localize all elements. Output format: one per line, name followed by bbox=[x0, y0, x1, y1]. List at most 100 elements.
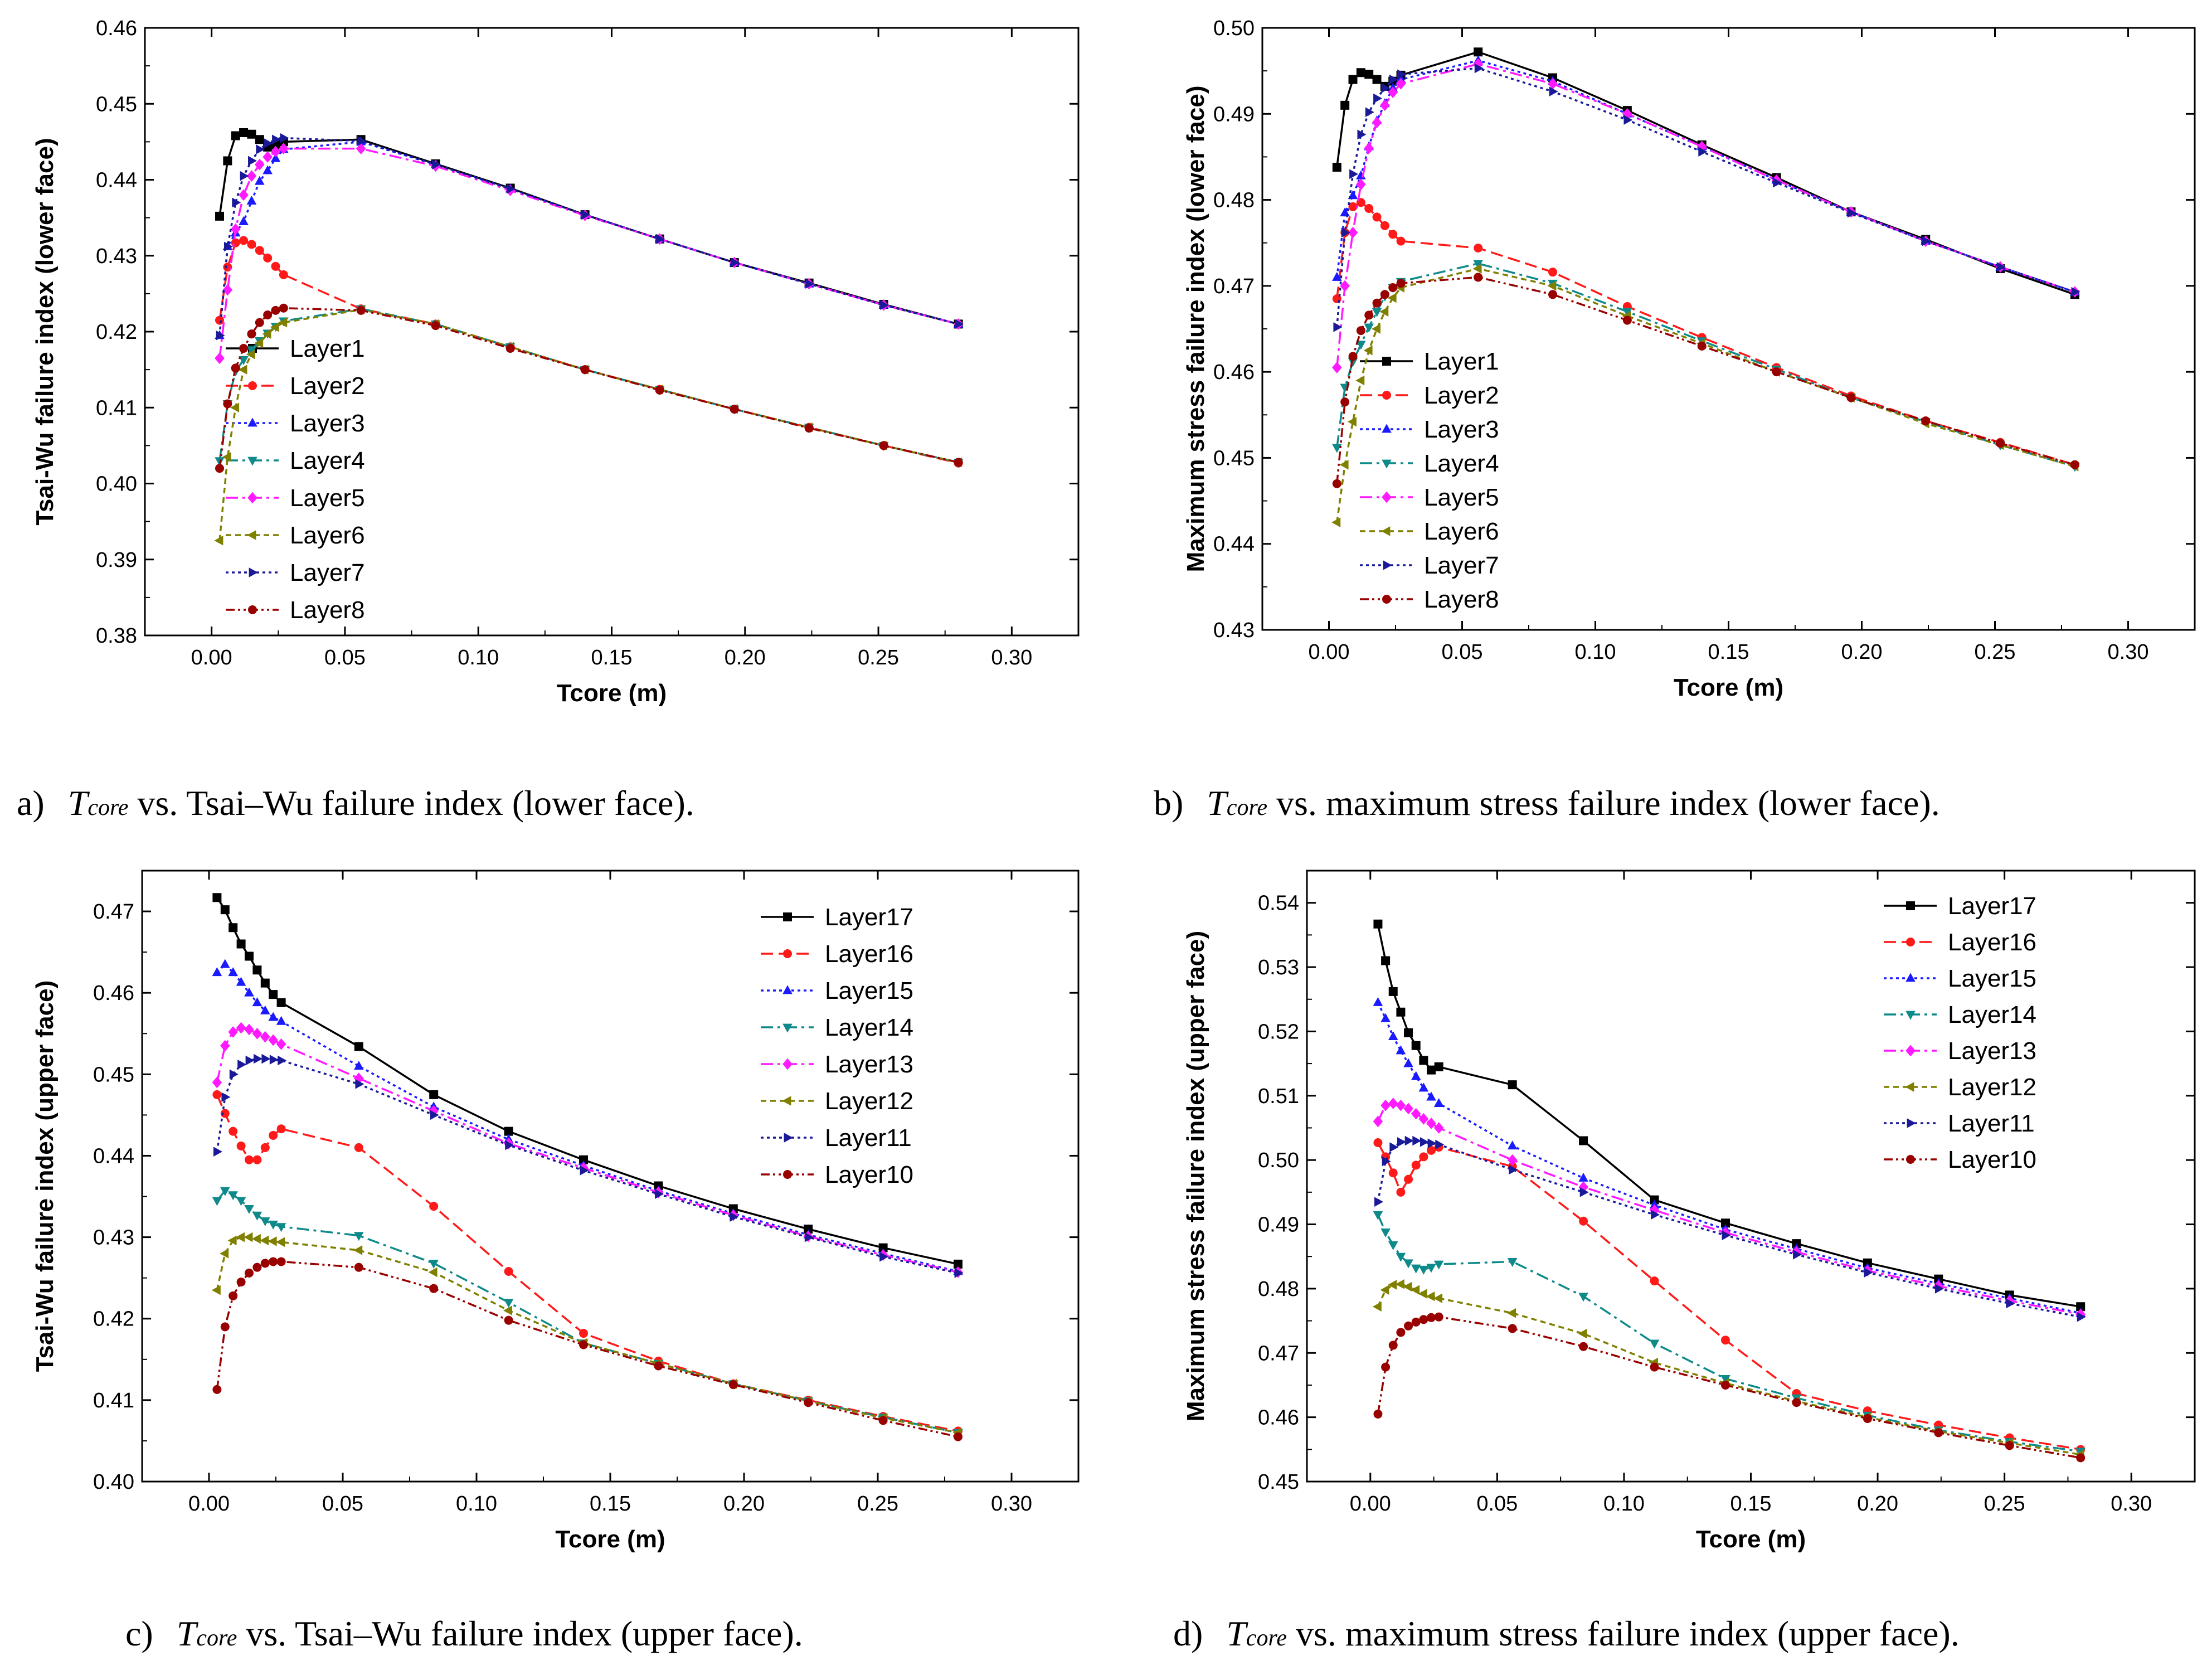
data-point bbox=[1355, 375, 1365, 386]
y-tick-label: 0.49 bbox=[1258, 1213, 1299, 1237]
series-line bbox=[1377, 1139, 2081, 1318]
data-point bbox=[655, 385, 664, 395]
data-point bbox=[1365, 107, 1374, 117]
data-point bbox=[245, 1055, 255, 1066]
caption-d-rest: vs. maximum stress failure index (upper … bbox=[1287, 1614, 1960, 1653]
caption-c-letter: c) bbox=[125, 1614, 153, 1653]
legend-label: Layer7 bbox=[1424, 552, 1499, 579]
y-tick-label: 0.47 bbox=[93, 900, 134, 924]
legend-entry-layer6: Layer6 bbox=[1360, 518, 1499, 545]
x-tick-label: 0.20 bbox=[1857, 1492, 1898, 1516]
data-point bbox=[579, 1155, 588, 1164]
legend-label: Layer5 bbox=[1424, 484, 1499, 511]
x-tick-label: 0.20 bbox=[723, 1492, 765, 1516]
data-point bbox=[245, 1155, 254, 1164]
series-line bbox=[1377, 1214, 2081, 1453]
data-point bbox=[1420, 1137, 1429, 1147]
data-point bbox=[2076, 1302, 2086, 1312]
data-point bbox=[730, 404, 739, 414]
legend-entry-layer8: Layer8 bbox=[1360, 586, 1499, 613]
series-layer11 bbox=[1374, 1135, 2086, 1322]
data-point bbox=[1381, 1362, 1391, 1372]
data-point bbox=[1333, 322, 1343, 332]
series-layer1 bbox=[1332, 47, 2079, 299]
data-point bbox=[1357, 129, 1367, 140]
data-point bbox=[220, 959, 230, 968]
series-layer16 bbox=[1373, 1138, 2086, 1454]
data-point bbox=[212, 1090, 222, 1099]
x-tick-label: 0.30 bbox=[991, 646, 1032, 669]
data-point bbox=[880, 300, 889, 310]
legend-entry-layer16: Layer16 bbox=[761, 940, 913, 968]
legend-entry-layer11: Layer11 bbox=[761, 1124, 912, 1152]
data-point bbox=[268, 1012, 278, 1021]
data-point bbox=[504, 1127, 513, 1136]
data-point bbox=[1396, 1007, 1406, 1017]
legend-marker bbox=[1381, 526, 1391, 536]
data-point bbox=[1411, 1317, 1421, 1327]
data-point bbox=[1380, 221, 1389, 230]
data-point bbox=[1364, 142, 1374, 154]
panel-b-chart: 0.00 0.05 0.10 0.15 0.20 0.25 0.30 0.43 0.44 0.45… bbox=[1182, 17, 2196, 701]
series-layer15 bbox=[1373, 997, 2086, 1317]
series-layer7 bbox=[216, 133, 964, 341]
data-point bbox=[255, 135, 264, 144]
caption-d-var: T bbox=[1226, 1614, 1248, 1653]
data-point bbox=[429, 1284, 439, 1293]
data-point bbox=[2070, 460, 2079, 469]
data-point bbox=[1433, 1293, 1443, 1303]
legend-entry-layer6: Layer6 bbox=[226, 522, 365, 549]
x-tick-label: 0.05 bbox=[1476, 1492, 1518, 1516]
data-point bbox=[1395, 1279, 1404, 1289]
data-point bbox=[804, 1232, 814, 1242]
y-tick-label: 0.45 bbox=[96, 93, 137, 116]
legend-entry-layer15: Layer15 bbox=[1884, 965, 2036, 992]
data-point bbox=[1411, 1041, 1421, 1050]
data-point bbox=[1418, 1265, 1429, 1275]
data-point bbox=[239, 189, 249, 201]
data-point bbox=[1548, 268, 1558, 277]
caption-b-rest: vs. maximum stress failure index (lower … bbox=[1267, 783, 1940, 823]
data-point bbox=[212, 967, 222, 977]
data-point bbox=[228, 1191, 238, 1201]
data-point bbox=[1396, 1099, 1406, 1111]
data-point bbox=[247, 240, 256, 249]
data-point bbox=[1474, 243, 1483, 253]
data-point bbox=[239, 216, 249, 225]
series-layer5 bbox=[1332, 58, 2080, 373]
data-point bbox=[354, 1263, 363, 1272]
data-point bbox=[1578, 1181, 1588, 1193]
data-point bbox=[505, 343, 515, 353]
caption-a: a) Tcore vs. Tsai–Wu failure index (lower… bbox=[17, 783, 694, 823]
legend-marker bbox=[1905, 1045, 1916, 1057]
data-point bbox=[1996, 262, 2006, 272]
data-point bbox=[269, 1257, 278, 1266]
legend-entry-layer8: Layer8 bbox=[226, 596, 365, 624]
data-point bbox=[246, 349, 255, 360]
data-point bbox=[1426, 1091, 1436, 1101]
legend-marker bbox=[1382, 491, 1392, 503]
data-point bbox=[262, 329, 271, 339]
data-point bbox=[1419, 1056, 1428, 1065]
data-point bbox=[220, 1322, 230, 1332]
data-point bbox=[236, 1232, 245, 1242]
data-point bbox=[879, 441, 888, 450]
data-point bbox=[730, 1212, 739, 1222]
panel-c-chart: 0.00 0.05 0.10 0.15 0.20 0.25 0.30 0.40 0.41 0.42… bbox=[31, 870, 1080, 1553]
data-point bbox=[1340, 207, 1350, 217]
data-point bbox=[356, 305, 366, 315]
series-layer17 bbox=[212, 893, 962, 1269]
data-point bbox=[236, 1277, 246, 1286]
data-point bbox=[227, 1235, 237, 1246]
legend-marker bbox=[1906, 901, 1915, 910]
legend-marker bbox=[247, 457, 257, 466]
data-point bbox=[1380, 1099, 1391, 1111]
data-point bbox=[1331, 517, 1341, 527]
data-point bbox=[213, 1147, 222, 1157]
legend-marker bbox=[782, 1023, 793, 1033]
series-line bbox=[216, 1057, 959, 1274]
legend-entry-layer12: Layer12 bbox=[1884, 1074, 2036, 1101]
data-point bbox=[279, 270, 288, 279]
data-point bbox=[1372, 75, 1382, 84]
data-point bbox=[278, 317, 288, 328]
